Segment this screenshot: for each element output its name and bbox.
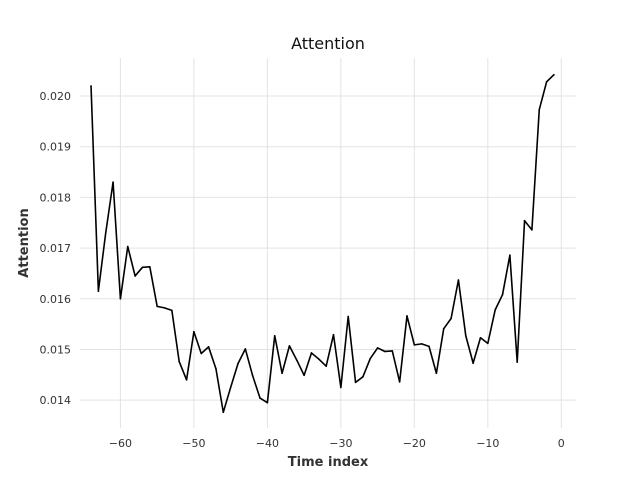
data-point — [340, 386, 342, 389]
data-point — [398, 381, 401, 383]
data-point — [97, 290, 100, 292]
x-tick-label: −60 — [109, 437, 132, 450]
data-point — [266, 401, 269, 404]
data-point — [134, 275, 136, 277]
data-point — [193, 330, 195, 333]
data-point — [531, 229, 533, 231]
data-point — [251, 374, 254, 377]
data-point — [369, 357, 372, 360]
y-tick-label: 0.020 — [40, 90, 72, 103]
x-tick-label: 0 — [558, 437, 565, 450]
data-point — [479, 336, 482, 339]
data-point — [156, 305, 158, 308]
data-point — [244, 348, 247, 350]
data-point — [354, 381, 357, 384]
y-tick-label: 0.018 — [40, 191, 72, 204]
data-point — [420, 343, 423, 345]
data-point — [207, 346, 210, 348]
data-point — [185, 379, 188, 381]
data-point — [303, 374, 305, 377]
data-point — [141, 266, 144, 269]
x-tick-label: −20 — [403, 437, 426, 450]
data-point — [104, 232, 107, 234]
data-point — [119, 297, 122, 300]
data-point — [332, 333, 335, 336]
data-point — [112, 181, 114, 183]
y-tick-label: 0.019 — [40, 141, 72, 154]
data-point — [347, 315, 350, 318]
data-point — [413, 344, 416, 346]
data-point — [259, 397, 261, 399]
data-point — [435, 372, 438, 375]
data-point — [273, 334, 276, 337]
data-point — [450, 317, 452, 320]
x-tick-label: −30 — [329, 437, 352, 450]
data-point — [553, 73, 555, 76]
data-point — [288, 345, 291, 347]
data-point — [494, 309, 496, 311]
y-tick-label: 0.015 — [40, 343, 72, 356]
data-point — [391, 350, 394, 352]
data-point — [516, 361, 519, 363]
data-point — [487, 342, 489, 345]
data-point — [362, 376, 364, 378]
data-point — [237, 362, 239, 365]
data-point — [545, 81, 548, 83]
x-tick-label: −50 — [182, 437, 205, 450]
x-gridlines — [119, 58, 562, 428]
data-point — [428, 345, 430, 348]
data-point — [318, 358, 320, 360]
data-point — [523, 219, 526, 222]
data-point — [126, 245, 129, 248]
data-point — [501, 293, 504, 296]
data-point — [163, 307, 166, 309]
y-tick-labels: 0.014 0.015 0.016 0.017 0.018 0.019 0.020 — [40, 90, 72, 407]
data-point — [509, 254, 511, 256]
y-gridlines — [80, 95, 576, 401]
data-point — [457, 279, 460, 281]
x-tick-label: −40 — [256, 437, 279, 450]
data-point — [171, 309, 173, 312]
data-point — [149, 266, 151, 268]
y-tick-label: 0.017 — [40, 242, 72, 255]
data-point — [90, 85, 92, 87]
data-point — [178, 360, 180, 363]
data-point — [406, 315, 408, 317]
data-point — [200, 352, 203, 355]
x-tick-labels: −60 −50 −40 −30 −20 −10 0 — [109, 437, 565, 450]
data-point — [310, 352, 313, 354]
data-point — [442, 327, 445, 330]
data-point — [384, 350, 386, 353]
attention-series-line — [90, 74, 555, 414]
y-tick-label: 0.014 — [40, 394, 72, 407]
data-point — [295, 359, 298, 361]
data-point — [281, 372, 283, 375]
data-point — [472, 362, 474, 364]
data-point — [325, 365, 327, 367]
data-point — [215, 367, 217, 370]
x-tick-label: −10 — [476, 437, 499, 450]
data-points — [90, 73, 555, 414]
x-axis-label: Time index — [288, 455, 369, 470]
chart-title: Attention — [291, 34, 365, 53]
data-point — [464, 334, 467, 337]
data-point — [538, 108, 541, 111]
data-point — [222, 411, 225, 414]
data-point — [229, 386, 232, 389]
data-point — [376, 347, 379, 349]
y-tick-label: 0.016 — [40, 293, 72, 306]
y-axis-label: Attention — [17, 208, 32, 277]
